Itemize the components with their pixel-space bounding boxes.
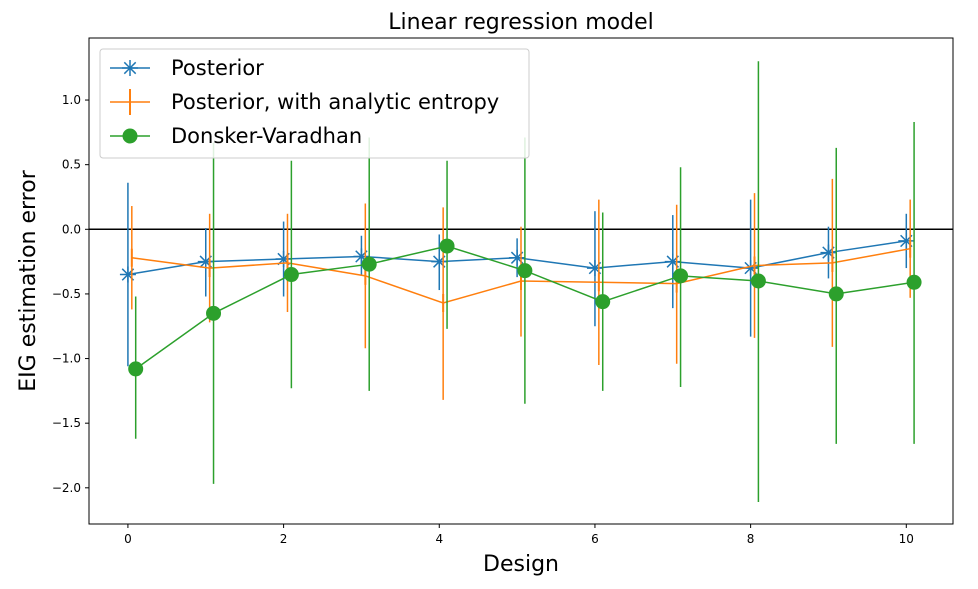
legend-label: Donsker-Varadhan	[171, 124, 362, 148]
data-point-posterior	[119, 266, 136, 283]
y-tick-label: −2.0	[52, 481, 81, 495]
axes-frame	[88, 37, 954, 525]
y-axis-label: EIG estimation error	[16, 169, 41, 391]
legend-item-donsker-varadhan: Donsker-Varadhan	[110, 124, 362, 148]
data-point-donsker-varadhan	[361, 256, 377, 272]
data-point-donsker-varadhan	[517, 263, 533, 279]
axis-ticks: 0 2 4 6 8 10 −2.0 −1.5 −1.0 −0.5 0.0 0.5 1.0	[52, 93, 914, 546]
legend-label: Posterior	[171, 56, 264, 80]
plot-content	[89, 61, 953, 503]
data-point-posterior	[275, 251, 292, 268]
data-point-donsker-varadhan	[828, 286, 844, 302]
data-point-posterior	[509, 249, 526, 266]
data-point-posterior	[898, 232, 915, 249]
y-tick-label: −1.5	[52, 416, 81, 430]
legend-item-posterior: Posterior	[110, 56, 264, 80]
data-point-posterior	[664, 253, 681, 270]
legend-item-posterior-with-analytic-entropy: Posterior, with analytic entropy	[110, 89, 499, 115]
legend-label: Posterior, with analytic entropy	[171, 90, 499, 114]
plot-area	[88, 37, 954, 525]
data-point-posterior	[820, 244, 837, 261]
legend-marker	[122, 60, 138, 76]
y-tick-label: 0.5	[62, 158, 81, 172]
data-point-donsker-varadhan	[439, 238, 455, 254]
y-tick-label: 1.0	[62, 93, 81, 107]
legend-box	[99, 48, 530, 159]
data-point-donsker-varadhan	[906, 274, 922, 290]
data-point-donsker-varadhan	[595, 294, 611, 310]
data-point-donsker-varadhan	[673, 268, 689, 284]
y-tick-label: −0.5	[52, 287, 81, 301]
data-point-donsker-varadhan	[750, 273, 766, 289]
legend: Posterior Posterior, with analytic entrop…	[99, 48, 530, 159]
data-point-posterior	[586, 260, 603, 277]
y-tick-label: 0.0	[62, 222, 81, 236]
y-tick-label: −1.0	[52, 352, 81, 366]
x-axis-label: Design	[483, 552, 559, 577]
legend-marker	[122, 128, 138, 144]
x-tick-label: 6	[591, 532, 599, 546]
data-point-posterior	[431, 253, 448, 270]
x-tick-label: 10	[899, 532, 914, 546]
x-tick-label: 4	[435, 532, 443, 546]
data-point-donsker-varadhan	[128, 361, 144, 377]
data-point-donsker-varadhan	[283, 267, 299, 283]
x-tick-label: 0	[124, 532, 132, 546]
data-point-donsker-varadhan	[206, 305, 222, 321]
series-donsker-varadhan	[128, 61, 922, 503]
x-tick-label: 8	[747, 532, 755, 546]
chart-title: Linear regression model	[388, 10, 653, 35]
x-tick-label: 2	[280, 532, 288, 546]
